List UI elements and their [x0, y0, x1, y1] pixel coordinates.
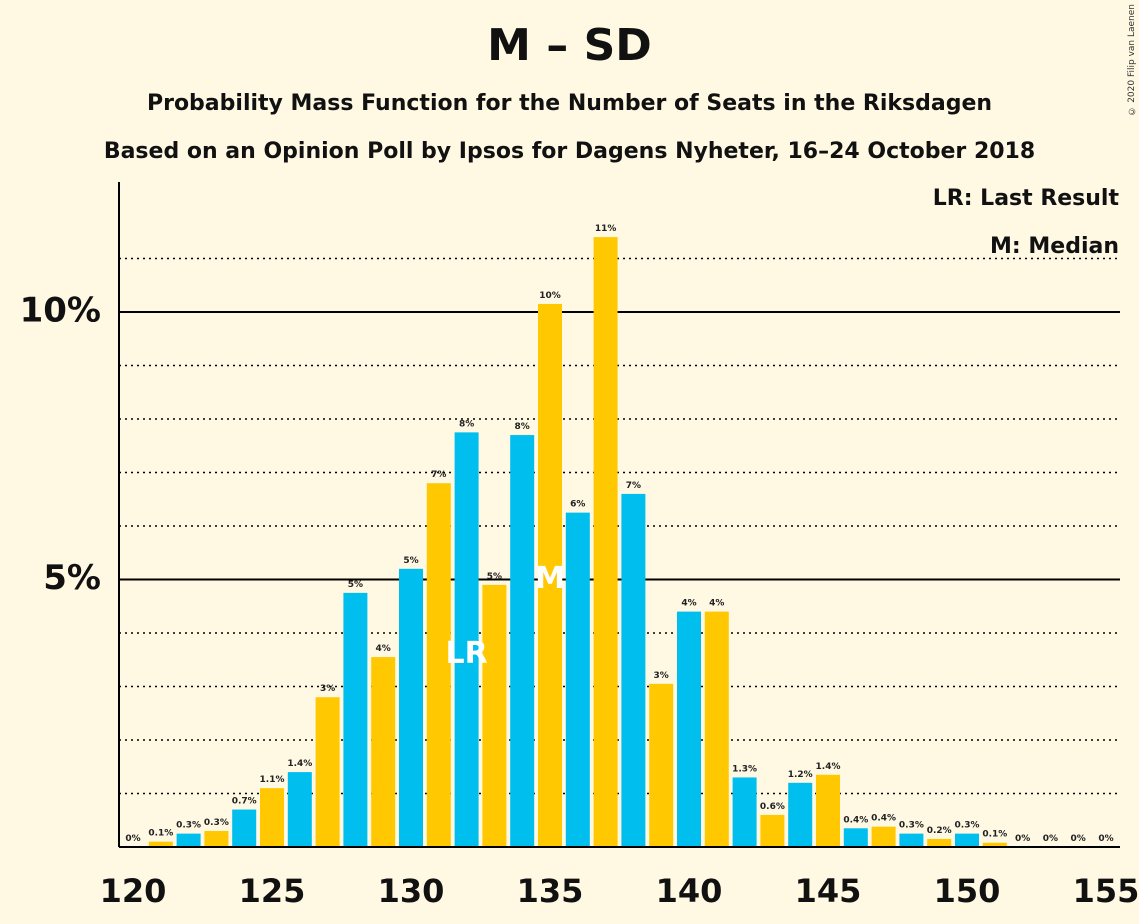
bar-seat-123: [204, 830, 229, 847]
bar-value-label: 8%: [515, 422, 530, 432]
bar-value-label: 4%: [681, 599, 696, 609]
bar-value-label: 0.1%: [982, 830, 1007, 840]
bar-seat-136: [565, 512, 590, 847]
y-tick-label: 5%: [43, 558, 101, 598]
bar-value-label: 0%: [1098, 834, 1113, 844]
bar-seat-129: [371, 657, 396, 847]
bar-value-label: 5%: [403, 556, 418, 566]
bar-seat-143: [760, 814, 785, 847]
bar-value-label: 7%: [626, 481, 641, 491]
bar-seat-126: [287, 772, 312, 847]
bar-value-label: 0.3%: [955, 821, 980, 831]
bar-seat-138: [621, 493, 646, 847]
bar-value-label: 0.4%: [843, 815, 868, 825]
bar-value-label: 8%: [459, 419, 474, 429]
bar-value-label: 1.2%: [788, 770, 813, 780]
bar-seat-148: [899, 833, 924, 847]
bar-seat-132: [454, 432, 479, 847]
bar-value-label: 0.3%: [899, 821, 924, 831]
bar-value-label: 1.3%: [732, 764, 757, 774]
bar-seat-144: [788, 782, 813, 847]
bar-seat-139: [649, 683, 674, 847]
bar-value-label: 10%: [539, 291, 561, 301]
bar-value-label: 1.1%: [260, 775, 285, 785]
bar-value-label: 4%: [709, 599, 724, 609]
bar-value-label: 0.2%: [927, 826, 952, 836]
bar-seat-137: [593, 237, 618, 848]
bar-seat-121: [148, 841, 173, 847]
bar-value-label: 0%: [1043, 834, 1058, 844]
bar-seat-149: [927, 838, 952, 847]
bar-seat-130: [399, 568, 423, 847]
x-tick-label: 140: [656, 872, 723, 910]
bar-seat-125: [260, 788, 284, 847]
bar-seat-146: [843, 828, 868, 847]
x-tick-label: 125: [239, 872, 306, 910]
x-tick-label: 145: [795, 872, 862, 910]
bar-seat-147: [871, 826, 896, 847]
bar-seat-134: [510, 435, 535, 847]
bar-value-label: 5%: [348, 580, 363, 590]
median-marker: M: [535, 561, 565, 596]
legend-last-result: LR: Last Result: [932, 186, 1119, 211]
y-tick-label: 10%: [20, 291, 101, 331]
x-tick-label: 150: [934, 872, 1001, 910]
bar-value-label: 3%: [654, 671, 669, 681]
bar-seat-133: [482, 584, 507, 847]
bar-seat-150: [955, 833, 979, 847]
x-tick-label: 130: [378, 872, 445, 910]
bar-value-label: 11%: [595, 224, 617, 234]
bar-value-label: 4%: [376, 644, 391, 654]
bar-seat-127: [315, 697, 340, 847]
bar-seat-122: [176, 833, 201, 847]
bar-seat-151: [982, 842, 1007, 847]
bar-value-label: 0.4%: [871, 814, 896, 824]
bar-value-label: 0%: [1015, 834, 1030, 844]
chart-subtitle-source: Based on an Opinion Poll by Ipsos for Da…: [103, 139, 1036, 164]
bar-value-label: 5%: [487, 572, 502, 582]
bar-value-label: 0.3%: [204, 818, 229, 828]
x-tick-label: 155: [1073, 872, 1139, 910]
x-tick-label: 135: [517, 872, 584, 910]
bar-value-label: 1.4%: [816, 762, 841, 772]
bar-value-label: 3%: [320, 684, 335, 694]
bar-seat-135: [538, 303, 562, 848]
chart-title: M – SD: [487, 20, 652, 71]
legend-median: M: Median: [990, 234, 1119, 259]
bar-seat-142: [732, 777, 757, 847]
bar-value-label: 0.6%: [760, 802, 785, 812]
bar-seat-140: [677, 611, 701, 847]
bar-seat-141: [704, 611, 729, 847]
bar-value-label: 1.4%: [287, 759, 312, 769]
bar-value-label: 0.1%: [148, 829, 173, 839]
bar-seat-124: [232, 809, 257, 847]
bar-seat-131: [426, 483, 451, 847]
bar-value-label: 0.7%: [232, 797, 257, 807]
bar-value-label: 6%: [570, 500, 585, 510]
bar-value-label: 0%: [125, 834, 140, 844]
bar-value-label: 7%: [431, 470, 446, 480]
chart-subtitle: Probability Mass Function for the Number…: [146, 91, 993, 116]
x-tick-label: 120: [100, 872, 167, 910]
bar-value-label: 0%: [1071, 834, 1086, 844]
last-result-marker: LR: [445, 636, 487, 671]
bar-value-label: 0.3%: [176, 821, 201, 831]
bar-seat-128: [343, 592, 368, 847]
bar-seat-145: [816, 774, 840, 847]
